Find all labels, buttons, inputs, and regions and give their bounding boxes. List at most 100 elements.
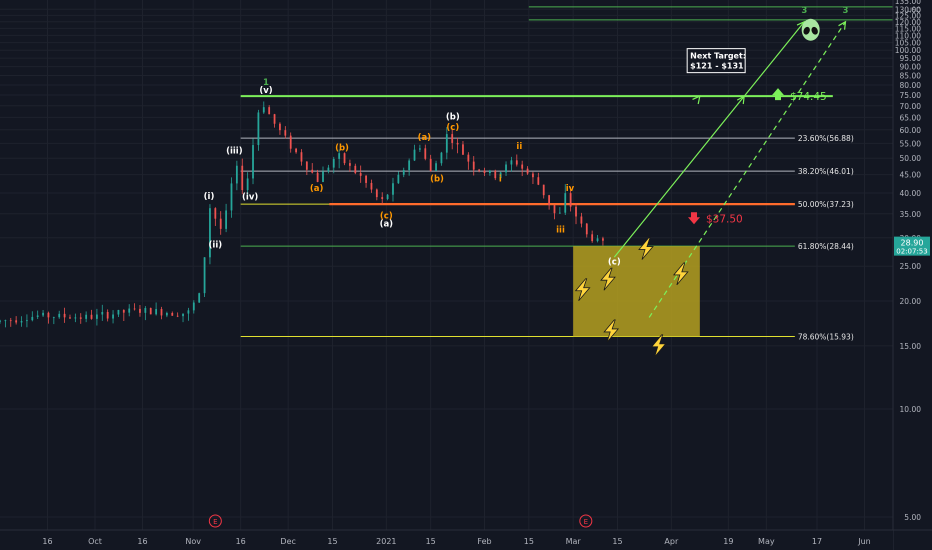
projection-mid-arrowhead [692, 95, 701, 105]
candle-body [144, 308, 147, 313]
time-tick-label: 15 [524, 537, 534, 546]
candle-body [192, 302, 195, 311]
wave-label: (v) [259, 86, 272, 96]
price-tick-label: 20.00 [900, 297, 922, 306]
price-tick-label: 75.00 [900, 91, 922, 100]
candle-body [327, 167, 330, 172]
price-tick-label: 90.00 [900, 63, 922, 72]
candle-body [20, 321, 23, 323]
time-tick-label: May [758, 537, 775, 546]
candle-body [139, 308, 141, 313]
alien-icon [801, 18, 820, 41]
candle-body [241, 165, 244, 191]
wave-label: (b) [335, 144, 349, 154]
candle-body [117, 309, 120, 315]
candle-body [413, 149, 416, 161]
price-tick-label: 5.00 [904, 513, 921, 522]
up-arrow-icon [772, 88, 784, 101]
candles [0, 101, 604, 328]
candle-body [15, 320, 18, 323]
candle-body [187, 310, 190, 314]
projection-mid-arrowhead [736, 95, 745, 105]
candle-body [52, 317, 55, 319]
candle-body [591, 234, 594, 242]
candle-body [596, 238, 599, 242]
time-tick-label: 15 [612, 537, 622, 546]
lightning-bolt-icon [603, 319, 620, 343]
time-tick-label: Apr [664, 537, 679, 546]
candle-body [343, 153, 346, 164]
price-tick-label: 130.00 [895, 5, 921, 14]
earnings-marker-label: E [213, 518, 217, 526]
candle-body [47, 312, 50, 318]
candle-body [322, 171, 324, 182]
projection-arrowhead [838, 20, 847, 30]
candle-body [375, 189, 378, 198]
wave-label: (a) [380, 219, 394, 229]
horizontal-lines [240, 6, 893, 206]
price-tick-label: 10.00 [900, 405, 922, 414]
wave-label: (a) [310, 184, 324, 194]
candle-body [63, 313, 66, 318]
candle-body [9, 320, 12, 322]
candle-body [456, 142, 459, 145]
lightning-bolt-icon [574, 278, 591, 301]
candle-body [246, 178, 249, 191]
candle-body [268, 107, 271, 115]
wave-label: 1 [263, 78, 269, 88]
candle-body [575, 206, 577, 217]
price-axis-bg [893, 0, 932, 550]
candle-body [284, 130, 287, 136]
price-tick-label: 80.00 [900, 81, 922, 90]
fib-label: 23.60%(56.88) [798, 134, 854, 143]
candle-body [580, 216, 583, 224]
candle-body [526, 168, 529, 174]
candle-body [499, 172, 502, 179]
candle-body [133, 308, 136, 310]
candle-body [569, 193, 572, 207]
time-tick-label: Feb [477, 537, 491, 546]
candle-body [160, 309, 163, 316]
time-tick-label: 19 [723, 537, 733, 546]
wave-label: (c) [608, 257, 621, 267]
candle-body [483, 170, 486, 173]
candle-body [106, 311, 109, 319]
price-tick-label: 100.00 [895, 46, 921, 55]
time-tick-label: 16 [42, 537, 52, 546]
time-axis[interactable]: 16 Oct 16 Nov 16 Dec 15 2021 15 Feb 15 Mar 15 Apr 19 Ma… [0, 529, 932, 550]
candle-body [585, 223, 588, 235]
price-tick-label: 45.00 [900, 171, 922, 180]
next-target-text: Next Target: [690, 52, 746, 61]
candle-body [542, 184, 545, 196]
candle-body [365, 175, 367, 183]
earnings-marker-icon [579, 514, 593, 528]
wave-label: (ii) [209, 240, 223, 250]
candle-body [370, 182, 373, 190]
candle-body [85, 314, 88, 319]
candle-body [79, 317, 82, 319]
wave-label: 3 [843, 6, 849, 16]
candle-body [521, 164, 524, 169]
candle-body [209, 208, 211, 258]
bar-countdown: 02:07:53 [896, 248, 927, 256]
candle-body [203, 257, 206, 294]
price-tick-label: 25.00 [900, 262, 922, 271]
candle-body [90, 314, 93, 319]
price-axis[interactable]: 5.0010.0015.0020.0025.0030.0035.0040.004… [892, 0, 932, 550]
wave-label: iv [566, 184, 575, 194]
candle-body [424, 148, 427, 159]
price-tick-label: 55.00 [900, 139, 922, 148]
price-tick-label: 60.00 [900, 126, 922, 135]
fib-label: 38.20%(46.01) [798, 167, 854, 176]
time-tick-label: Mar [566, 537, 582, 546]
price-tick-label: 105.00 [895, 39, 921, 48]
time-tick-label: 17 [812, 537, 822, 546]
alien-eye-left [803, 26, 810, 35]
candle-body [462, 144, 464, 155]
candle-body [262, 107, 265, 113]
chart-grid [0, 0, 893, 530]
wave-label: (iii) [226, 147, 243, 157]
candle-body [435, 163, 437, 171]
